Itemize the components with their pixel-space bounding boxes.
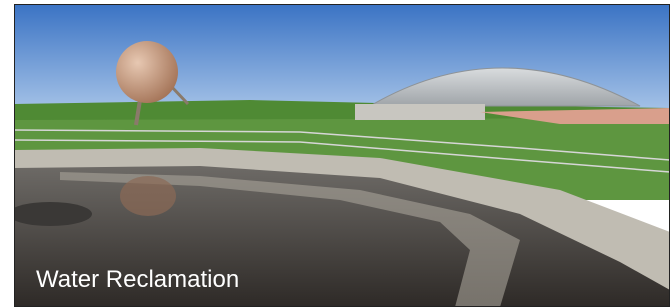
scene [8,4,670,307]
page: Water Reclamation (() => { const data = … [0,0,671,307]
reflection [120,176,176,216]
dome-base [355,104,485,120]
water-tank [116,41,178,103]
caption: Water Reclamation [36,266,239,293]
photo: Water Reclamation [0,0,671,307]
equipment [8,202,92,226]
